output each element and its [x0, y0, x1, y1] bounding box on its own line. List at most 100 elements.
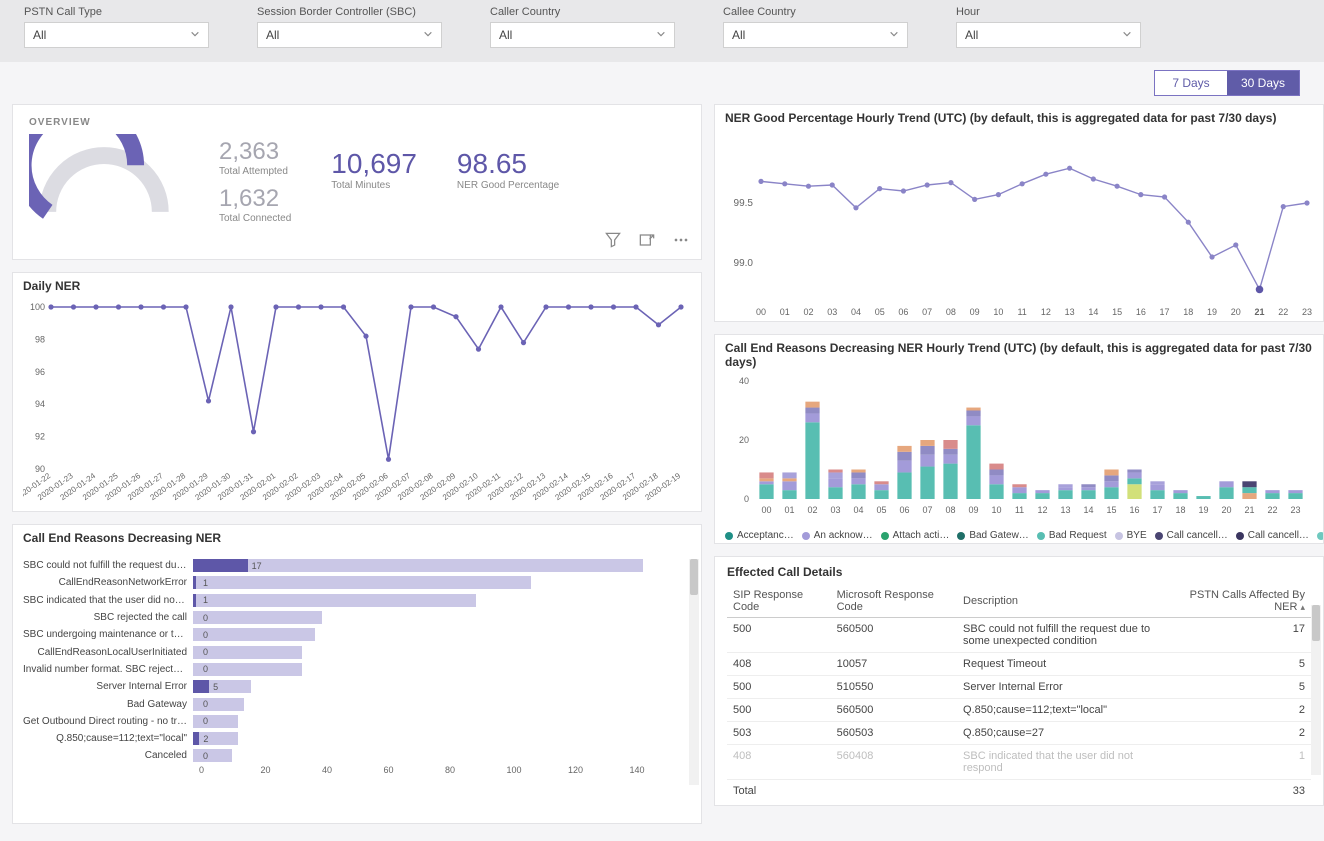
svg-text:03: 03 [830, 505, 840, 515]
svg-text:11: 11 [1017, 307, 1026, 317]
hbar-row[interactable]: SBC could not fulfill the request due… 1… [23, 557, 691, 574]
table-header[interactable]: Microsoft Response Code [831, 585, 957, 618]
svg-text:16: 16 [1136, 307, 1146, 317]
hbar-row[interactable]: Q.850;cause=112;text="local" 2 [23, 730, 691, 747]
svg-text:00: 00 [761, 505, 771, 515]
filter-value: All [499, 28, 512, 42]
legend-item[interactable]: Bad Gatew… [957, 530, 1028, 541]
ner-hourly-card: NER Good Percentage Hourly Trend (UTC) (… [714, 104, 1324, 322]
svg-text:20: 20 [739, 435, 749, 445]
hbar-label: Canceled [23, 750, 193, 761]
svg-text:21: 21 [1244, 505, 1254, 515]
ner-good-value: 98.65 [457, 150, 559, 178]
svg-text:21: 21 [1255, 307, 1265, 317]
filter-group: Hour All [956, 6, 1141, 48]
filter-dropdown[interactable]: All [257, 22, 442, 48]
hbar-row[interactable]: SBC undergoing maintenance or te… 0 [23, 626, 691, 643]
table-row[interactable]: 503560503Q.850;cause=272 [727, 722, 1311, 745]
hbar-row[interactable]: CallEndReasonLocalUserInitiated 0 [23, 643, 691, 660]
hbar-row[interactable]: Invalid number format. SBC rejected… 0 [23, 661, 691, 678]
svg-text:06: 06 [898, 307, 908, 317]
filter-dropdown[interactable]: All [723, 22, 908, 48]
legend-item[interactable]: Call cancell… [1155, 530, 1228, 541]
table-total-row: Total33 [727, 780, 1311, 803]
svg-text:99.0: 99.0 [734, 258, 754, 269]
hbar-label: SBC undergoing maintenance or te… [23, 629, 193, 640]
hbar-label: Get Outbound Direct routing - no tr… [23, 716, 193, 727]
scrollbar[interactable] [1311, 605, 1321, 775]
legend-item[interactable]: Attach acti… [881, 530, 950, 541]
hbar-row[interactable]: Bad Gateway 0 [23, 695, 691, 712]
svg-text:12: 12 [1037, 505, 1047, 515]
legend-label: Bad Request [1049, 530, 1107, 541]
svg-text:99.5: 99.5 [734, 198, 754, 209]
chevron-down-icon [1122, 28, 1132, 42]
filter-group: Callee Country All [723, 6, 908, 48]
focus-icon[interactable] [637, 230, 657, 253]
table-row[interactable]: 500560500SBC could not fulfill the reque… [727, 618, 1311, 653]
chevron-down-icon [190, 28, 200, 42]
hbar-label: SBC rejected the call [23, 612, 193, 623]
hbar-row[interactable]: Get Outbound Direct routing - no tr… 0 [23, 713, 691, 730]
legend-item[interactable]: Call Contr… [1317, 530, 1323, 541]
hbar-row[interactable]: SBC rejected the call 0 [23, 609, 691, 626]
svg-text:04: 04 [853, 505, 863, 515]
table-header[interactable]: Description [957, 585, 1167, 618]
more-icon[interactable] [671, 230, 691, 253]
call-details-table[interactable]: SIP Response CodeMicrosoft Response Code… [727, 585, 1311, 802]
call-details-card: Effected Call Details SIP Response CodeM… [714, 556, 1324, 806]
legend-item[interactable]: Call cancell… [1236, 530, 1309, 541]
hbar-label: Bad Gateway [23, 699, 193, 710]
filter-group: PSTN Call Type All [24, 6, 209, 48]
svg-text:19: 19 [1198, 505, 1208, 515]
daily-ner-chart[interactable]: 90929496981002020-01-222020-01-232020-01… [23, 301, 691, 509]
call-end-hourly-chart[interactable]: 0204000010203040506070809101112131415161… [725, 377, 1315, 517]
call-end-hourly-title: Call End Reasons Decreasing NER Hourly T… [715, 335, 1323, 375]
table-header[interactable]: SIP Response Code [727, 585, 831, 618]
call-end-hourly-legend: Acceptanc… An acknow… Attach acti… Bad Gate… [715, 526, 1323, 545]
svg-text:90: 90 [35, 464, 45, 474]
svg-text:14: 14 [1083, 505, 1093, 515]
table-header[interactable]: PSTN Calls Affected By NER ▴ [1167, 585, 1311, 618]
hbar-label: Q.850;cause=112;text="local" [23, 733, 193, 744]
time-range-30days[interactable]: 30 Days [1227, 71, 1299, 95]
svg-text:23: 23 [1302, 307, 1312, 317]
scrollbar[interactable] [689, 559, 699, 785]
filter-dropdown[interactable]: All [956, 22, 1141, 48]
svg-text:15: 15 [1112, 307, 1122, 317]
filter-dropdown[interactable]: All [24, 22, 209, 48]
table-row[interactable]: 500560500Q.850;cause=112;text="local"2 [727, 699, 1311, 722]
filter-value: All [965, 28, 978, 42]
legend-item[interactable]: An acknow… [802, 530, 873, 541]
visual-actions [603, 230, 691, 253]
filter-dropdown[interactable]: All [490, 22, 675, 48]
hbar-row[interactable]: Canceled 0 [23, 747, 691, 764]
legend-label: An acknow… [814, 530, 873, 541]
svg-text:20: 20 [1221, 505, 1231, 515]
hbar-row[interactable]: SBC indicated that the user did not r… 1 [23, 592, 691, 609]
call-end-hourly-card: Call End Reasons Decreasing NER Hourly T… [714, 334, 1324, 544]
svg-text:00: 00 [756, 307, 766, 317]
legend-item[interactable]: BYE [1115, 530, 1147, 541]
hbar-label: Invalid number format. SBC rejected… [23, 664, 193, 675]
svg-text:23: 23 [1290, 505, 1300, 515]
hbar-row[interactable]: CallEndReasonNetworkError 1 [23, 574, 691, 591]
time-range-7days[interactable]: 7 Days [1155, 71, 1227, 95]
legend-item[interactable]: Acceptanc… [725, 530, 794, 541]
svg-text:19: 19 [1207, 307, 1217, 317]
svg-text:96: 96 [35, 367, 45, 377]
hbar-row[interactable]: Server Internal Error 5 [23, 678, 691, 695]
legend-item[interactable]: Bad Request [1037, 530, 1107, 541]
svg-text:92: 92 [35, 432, 45, 442]
legend-label: Call cancell… [1167, 530, 1228, 541]
legend-label: Call cancell… [1248, 530, 1309, 541]
total-attempted-value: 2,363 [219, 140, 291, 164]
svg-text:0: 0 [744, 494, 749, 504]
table-row[interactable]: 500510550Server Internal Error5 [727, 676, 1311, 699]
table-row[interactable]: 40810057Request Timeout5 [727, 653, 1311, 676]
table-row[interactable]: 408560408SBC indicated that the user did… [727, 745, 1311, 780]
svg-text:05: 05 [876, 505, 886, 515]
overview-card: OVERVIEW 2,363 Total Attempted 1,632 Tot… [12, 104, 702, 260]
filter-icon[interactable] [603, 230, 623, 253]
ner-hourly-chart[interactable]: 99.099.500010203040506070809101112131415… [725, 133, 1315, 319]
